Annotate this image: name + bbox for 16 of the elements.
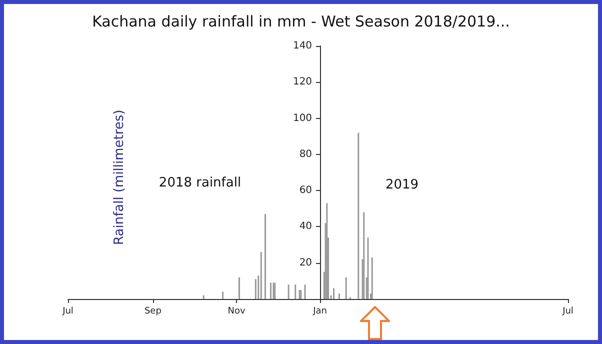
y-tick-label: 80 [299,148,312,160]
annotation: 2019 [385,178,419,192]
y-tick-label: 100 [292,112,312,124]
annotation: 2018 rainfall [158,176,242,190]
y-tick-label: 120 [292,76,312,88]
x-tick-label: Jul [62,306,74,316]
x-tick-label: Jul [562,306,574,316]
x-tick-label: Jan [312,306,327,316]
y-axis-title: Rainfall (millimetres) [112,110,127,245]
y-tick-label: 60 [299,185,312,196]
x-tick-label: Sep [144,306,162,316]
y-tick-label: 140 [292,40,312,52]
y-tick-label: 20 [299,257,312,268]
x-tick-label: Nov [228,306,246,316]
y-tick-label: 40 [299,221,312,232]
chart-title: Kachana daily rainfall in mm - Wet Season 2018/2019... [92,12,510,30]
